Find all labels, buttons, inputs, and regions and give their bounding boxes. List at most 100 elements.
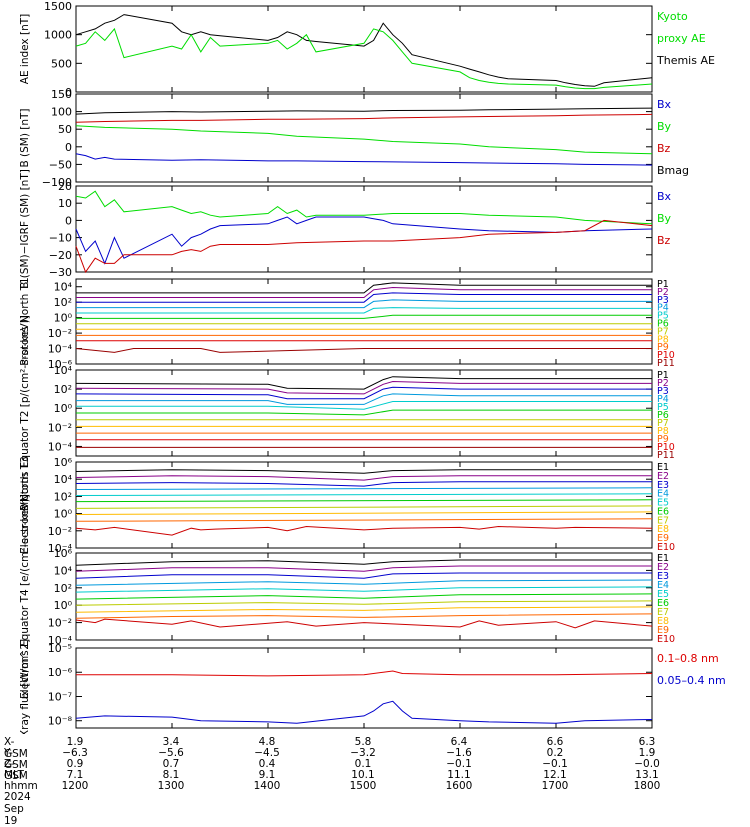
legend-entry: E1 xyxy=(657,553,669,564)
y-tick-label: 100 xyxy=(51,106,72,119)
panel-5: 10⁻⁴ 10⁻² 10⁰ 10² 10⁴ Protons Equator T2 [p/(… xyxy=(19,315,675,511)
ephem-value: 0.4 xyxy=(258,758,276,770)
series-line xyxy=(75,481,652,487)
ephem-value: 4.8 xyxy=(258,736,276,748)
y-tick-label: 150 xyxy=(51,88,72,101)
ephem-value: 1600 xyxy=(445,780,473,792)
legend-entry: E3 xyxy=(657,571,669,582)
series-line xyxy=(76,670,653,677)
legend-entry: 0.05–0.4 nm xyxy=(657,674,726,687)
legend-entry: P7 xyxy=(657,326,669,337)
y-tick-label: 10² xyxy=(54,296,72,309)
legend-entry: P10 xyxy=(657,442,675,453)
y-tick-label: 10⁰ xyxy=(54,402,73,415)
legend-entry: E5 xyxy=(657,589,669,600)
y-tick-label: 0 xyxy=(65,86,72,99)
ephem-value: 1.9 xyxy=(66,736,84,748)
y-tick-label: 10² xyxy=(54,383,72,396)
ephem-value: 0.9 xyxy=(66,758,84,770)
ephem-value: −6.3 xyxy=(62,747,88,759)
legend-entry: P8 xyxy=(657,426,669,437)
series-line xyxy=(75,618,653,629)
y-tick-label: 10² xyxy=(54,582,72,595)
ephem-value: 3.4 xyxy=(162,736,180,748)
series-line xyxy=(75,219,653,274)
series-line xyxy=(75,600,653,606)
series-line xyxy=(75,565,652,572)
y-axis-label: Protons North T1 xyxy=(19,277,31,365)
y-tick-label: 10⁴ xyxy=(54,364,73,377)
legend-entry: P2 xyxy=(657,287,669,298)
series-line xyxy=(75,107,653,115)
legend-entry: P1 xyxy=(657,279,669,290)
series-line xyxy=(75,579,653,586)
series-line xyxy=(75,572,652,579)
series-line xyxy=(75,469,652,474)
ephem-value: −3.2 xyxy=(350,747,376,759)
ephem-value: 1700 xyxy=(541,780,569,792)
ephem-value: −0.1 xyxy=(446,758,472,770)
legend-entry: Bz xyxy=(657,234,671,247)
y-tick-label: 10⁴ xyxy=(54,473,73,486)
series-line xyxy=(75,511,653,515)
ephem-value: 12.1 xyxy=(543,769,567,781)
ephem-label: Z-GSM xyxy=(4,758,28,782)
y-tick-label: 10⁻⁴ xyxy=(48,542,73,555)
series-line xyxy=(75,586,653,593)
y-tick-label: 10⁰ xyxy=(54,599,73,612)
y-axis-label: Xray flux [W/m^2] xyxy=(19,639,31,734)
series-line xyxy=(75,386,652,400)
series-line xyxy=(75,525,653,536)
series-line xyxy=(75,348,652,353)
legend-entry: P3 xyxy=(657,295,669,306)
series-line xyxy=(75,493,653,496)
panel-frame xyxy=(75,185,653,273)
y-tick-label: 1000 xyxy=(44,29,72,42)
y-tick-label: −100 xyxy=(42,176,72,189)
ephem-value: 1200 xyxy=(61,780,89,792)
ephem-label: hhmm xyxy=(4,780,38,792)
legend-entry: P6 xyxy=(657,410,669,421)
panel-frame xyxy=(75,278,653,365)
legend-entry: P11 xyxy=(657,358,675,369)
series-line xyxy=(76,292,652,303)
y-tick-label: 10⁻⁸ xyxy=(48,715,73,728)
series-line xyxy=(75,216,653,265)
legend-entry: Kyoto xyxy=(657,10,688,23)
series-line xyxy=(75,499,653,503)
series-line xyxy=(75,613,653,619)
series-line xyxy=(75,700,653,724)
legend-entry: Bx xyxy=(657,98,672,111)
ephem-value: 13.1 xyxy=(635,769,659,781)
y-tick-label: 10² xyxy=(54,490,72,503)
series-line xyxy=(76,409,652,416)
legend-entry: P8 xyxy=(657,334,669,345)
series-line xyxy=(75,487,653,490)
ephem-value: 1500 xyxy=(349,780,377,792)
legend-entry: E1 xyxy=(657,462,669,473)
y-tick-label: 10⁻² xyxy=(48,327,72,340)
ephem-value: 5.8 xyxy=(354,736,372,748)
y-tick-label: 10⁻⁵ xyxy=(48,642,72,655)
series-line xyxy=(75,593,653,600)
series-line xyxy=(75,505,653,509)
legend-entry: E7 xyxy=(657,515,669,526)
series-line xyxy=(75,27,653,90)
legend-entry: Bz xyxy=(657,142,671,155)
legend-entry: E9 xyxy=(657,533,669,544)
y-tick-label: 10 xyxy=(58,197,72,210)
ephemeris-table: X-GSM 1.9 3.4 4.8 5.8 6.4 6.6 6.3 Y-GSM … xyxy=(0,734,750,827)
y-tick-label: 0 xyxy=(65,141,72,154)
legend-entry: Bx xyxy=(657,190,672,203)
y-tick-label: 10⁻⁴ xyxy=(48,440,73,453)
date-label: 2024 Sep 19 xyxy=(4,791,31,827)
series-line xyxy=(76,286,652,298)
ephem-value: 0.2 xyxy=(546,747,564,759)
y-tick-label: −30 xyxy=(49,266,72,279)
legend-entry: P4 xyxy=(657,303,669,314)
series-line xyxy=(75,113,653,123)
legend-entry: E4 xyxy=(657,580,669,591)
y-tick-label: 10⁻⁶ xyxy=(48,666,73,679)
legend-entry: E10 xyxy=(657,634,675,645)
